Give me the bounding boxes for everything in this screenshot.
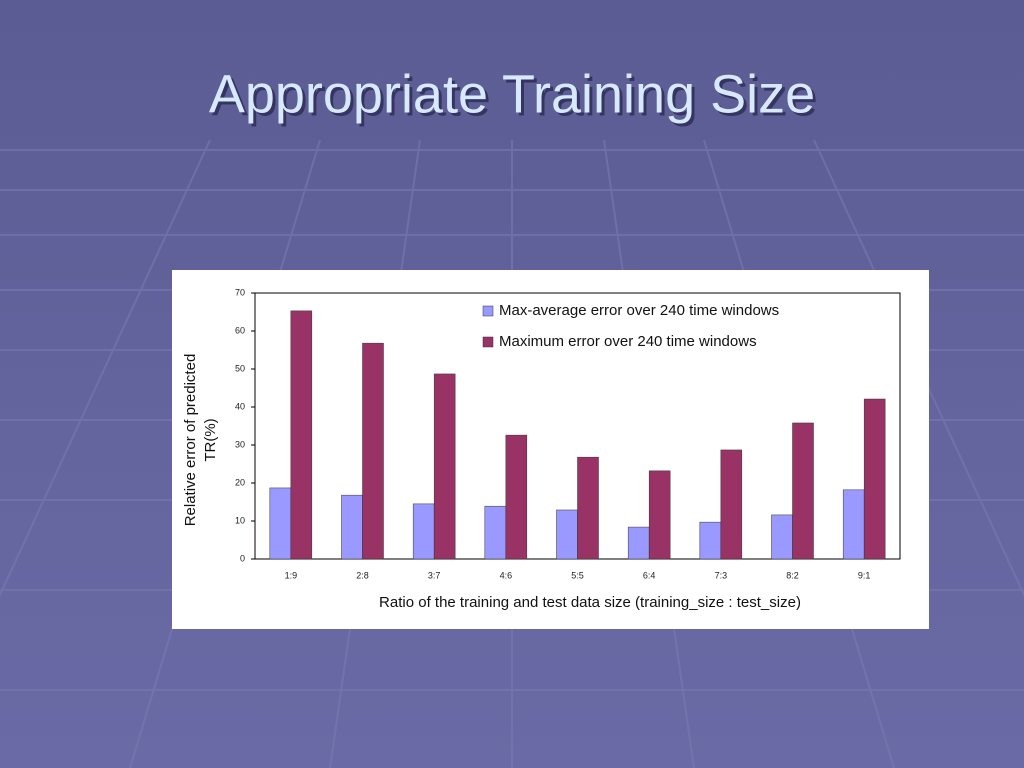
x-axis-label: Ratio of the training and test data size…	[379, 594, 801, 611]
bar	[648, 470, 671, 560]
x-tick-label: 6:4	[643, 570, 656, 580]
title-shadow: Appropriate Training Size	[212, 67, 818, 127]
bar	[269, 487, 292, 560]
y-tick-label: 30	[235, 439, 245, 449]
slide-title: Appropriate Training Size	[209, 64, 815, 124]
x-tick-label: 9:1	[858, 570, 871, 580]
y-axis-label: Relative error of predicted	[182, 354, 199, 527]
bar	[627, 526, 650, 560]
bar	[412, 503, 435, 560]
y-axis-label: TR(%)	[202, 418, 219, 461]
bar	[556, 509, 578, 560]
legend-label: Max-average error over 240 time windows	[499, 302, 779, 319]
y-tick-label: 20	[235, 477, 245, 487]
legend-swatch	[482, 305, 494, 317]
legend-label: Maximum error over 240 time windows	[499, 333, 757, 350]
bar	[484, 505, 507, 560]
bar	[792, 422, 814, 560]
bar	[362, 342, 384, 560]
y-tick-label: 70	[235, 287, 245, 297]
bar	[771, 514, 793, 560]
bar	[863, 398, 886, 560]
x-tick-label: 5:5	[571, 570, 584, 580]
y-tick-label: 0	[240, 553, 245, 563]
y-tick-label: 60	[235, 325, 245, 335]
bar	[341, 494, 363, 560]
bar	[290, 310, 313, 560]
bar	[433, 373, 456, 560]
y-tick-label: 10	[235, 515, 245, 525]
bar	[699, 521, 722, 560]
bar	[577, 456, 599, 560]
x-tick-label: 3:7	[428, 570, 441, 580]
legend-swatch	[482, 336, 494, 348]
x-tick-label: 7:3	[715, 570, 728, 580]
y-tick-label: 40	[235, 401, 245, 411]
x-tick-label: 1:9	[285, 570, 298, 580]
x-tick-label: 8:2	[786, 570, 799, 580]
bar	[505, 434, 528, 560]
bar	[720, 449, 743, 560]
bar	[842, 489, 865, 560]
x-tick-label: 2:8	[356, 570, 369, 580]
x-tick-label: 4:6	[500, 570, 513, 580]
y-tick-label: 50	[235, 363, 245, 373]
